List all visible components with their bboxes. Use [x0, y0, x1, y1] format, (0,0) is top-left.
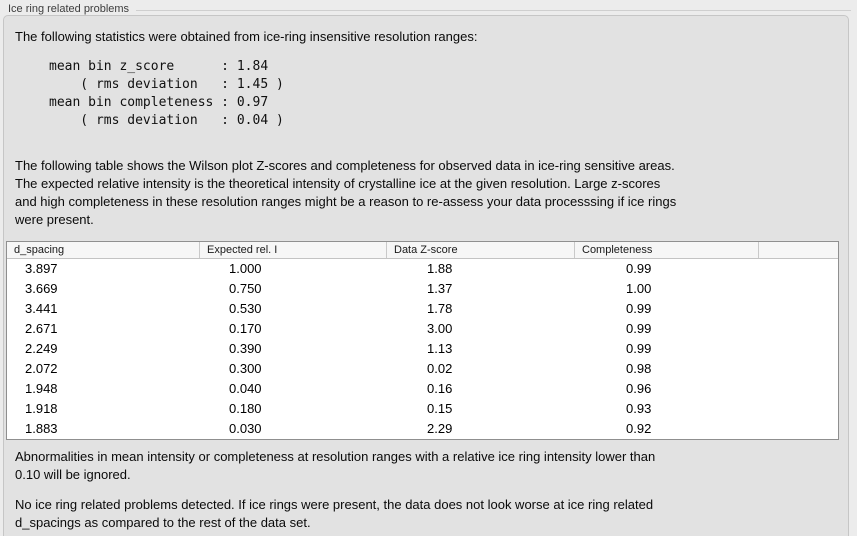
table-cell: 0.99	[626, 341, 652, 356]
table-cell	[803, 419, 838, 439]
table-cell: 3.669	[25, 281, 58, 296]
table-cell: 0.300	[229, 361, 262, 376]
conclusion-text: No ice ring related problems detected. I…	[15, 497, 654, 530]
table-row[interactable]: 3.669 0.750 1.37 1.00	[7, 279, 838, 299]
table-cell: 2.671	[25, 321, 58, 336]
table-row[interactable]: 2.072 0.300 0.02 0.98	[7, 359, 838, 379]
column-header-expected-rel-i[interactable]: Expected rel. I	[200, 242, 387, 258]
table-cell	[803, 339, 838, 359]
table-cell: 0.96	[626, 381, 652, 396]
table-cell: 0.98	[626, 361, 652, 376]
group-box-title: Ice ring related problems	[8, 3, 130, 15]
table-cell: 1.88	[427, 261, 453, 276]
table-header-row: d_spacing Expected rel. I Data Z-score C…	[7, 242, 838, 259]
table-cell: 1.918	[25, 401, 58, 416]
table-body: 3.897 1.000 1.88 0.99 3.669 0.750 1.37 1.00 3.44…	[7, 259, 838, 439]
ignore-threshold-note: Abnormalities in mean intensity or compl…	[15, 449, 656, 482]
table-cell: 2.072	[25, 361, 58, 376]
table-cell: 0.93	[626, 401, 652, 416]
table-cell: 0.530	[229, 301, 262, 316]
table-cell: 0.99	[626, 301, 652, 316]
table-cell: 1.000	[229, 261, 262, 276]
column-header-completeness[interactable]: Completeness	[575, 242, 759, 258]
table-cell: 1.13	[427, 341, 453, 356]
statistics-block: mean bin z_score : 1.84 ( rms deviation …	[49, 59, 284, 128]
table-cell: 0.92	[626, 421, 652, 436]
table-cell: 0.02	[427, 361, 453, 376]
column-header-d-spacing[interactable]: d_spacing	[7, 242, 200, 258]
table-cell: 0.040	[229, 381, 262, 396]
table-cell: 3.897	[25, 261, 58, 276]
table-cell: 0.16	[427, 381, 453, 396]
table-cell: 1.37	[427, 281, 453, 296]
table-cell: 0.15	[427, 401, 453, 416]
table-cell: 0.750	[229, 281, 262, 296]
table-row[interactable]: 1.883 0.030 2.29 0.92	[7, 419, 838, 439]
table-cell: 1.883	[25, 421, 58, 436]
table-description-text: The following table shows the Wilson plo…	[15, 158, 677, 227]
table-cell: 0.170	[229, 321, 262, 336]
table-cell	[803, 379, 838, 399]
column-header-empty[interactable]	[759, 242, 838, 258]
table-cell	[803, 259, 838, 279]
table-row[interactable]: 1.948 0.040 0.16 0.96	[7, 379, 838, 399]
table-row[interactable]: 2.671 0.170 3.00 0.99	[7, 319, 838, 339]
intro-text: The following statistics were obtained f…	[15, 29, 478, 44]
table-cell: 3.441	[25, 301, 58, 316]
table-cell	[803, 359, 838, 379]
column-header-data-z-score[interactable]: Data Z-score	[387, 242, 575, 258]
table-cell: 0.99	[626, 321, 652, 336]
table-cell: 2.29	[427, 421, 453, 436]
table-cell	[803, 299, 838, 319]
table-cell: 1.00	[626, 281, 652, 296]
table-cell: 0.390	[229, 341, 262, 356]
table-cell: 1.78	[427, 301, 453, 316]
table-cell	[803, 279, 838, 299]
table-cell: 2.249	[25, 341, 58, 356]
table-cell	[803, 319, 838, 339]
header-rule-divider	[136, 9, 851, 11]
ice-ring-panel: The following statistics were obtained f…	[3, 15, 849, 536]
table-row[interactable]: 1.918 0.180 0.15 0.93	[7, 399, 838, 419]
table-cell: 1.948	[25, 381, 58, 396]
table-cell: 0.030	[229, 421, 262, 436]
table-cell: 0.99	[626, 261, 652, 276]
table-cell: 3.00	[427, 321, 453, 336]
group-box-header: Ice ring related problems	[8, 2, 851, 16]
table-row[interactable]: 3.441 0.530 1.78 0.99	[7, 299, 838, 319]
table-row[interactable]: 2.249 0.390 1.13 0.99	[7, 339, 838, 359]
table-cell	[803, 399, 838, 419]
ice-ring-table: d_spacing Expected rel. I Data Z-score C…	[6, 241, 839, 440]
table-row[interactable]: 3.897 1.000 1.88 0.99	[7, 259, 838, 279]
table-cell: 0.180	[229, 401, 262, 416]
